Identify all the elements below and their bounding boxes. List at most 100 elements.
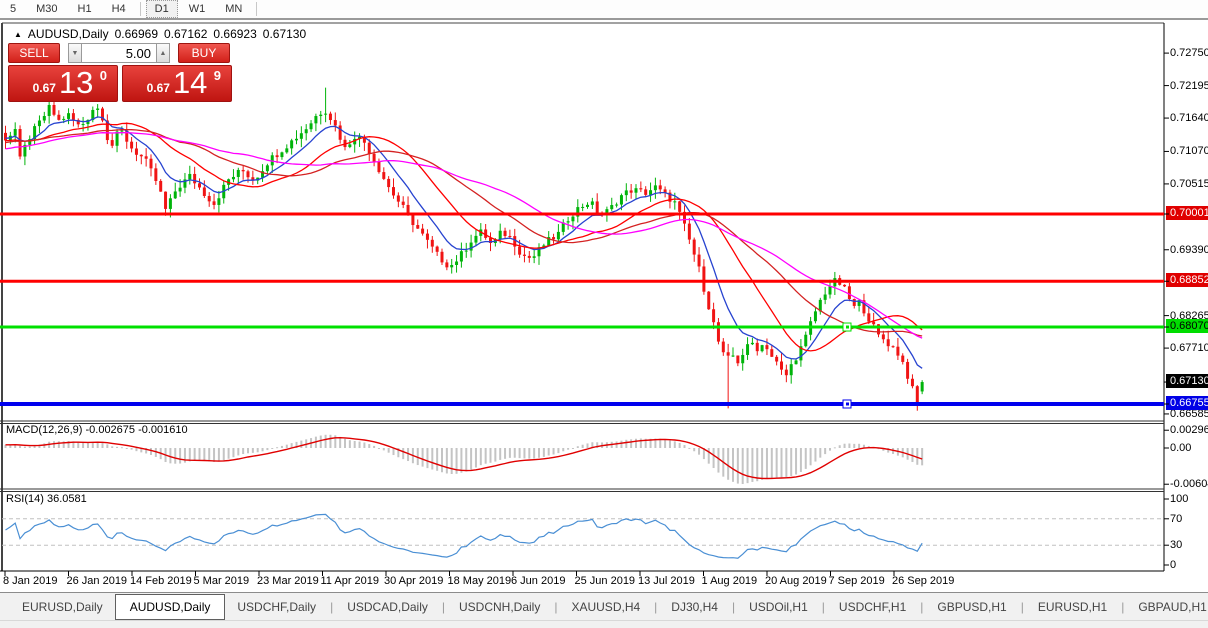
tab-usdchf-h1[interactable]: USDCHF,H1 <box>838 599 907 614</box>
ma-line-0[interactable] <box>5 116 923 369</box>
sell-price-box[interactable]: 0.67 13 0 <box>8 65 118 102</box>
date-tick-label: 6 Jun 2019 <box>511 575 566 587</box>
tab-separator: | <box>1020 599 1024 614</box>
price-tick-label: 0.71640 <box>1170 112 1208 125</box>
date-tick-label: 20 Aug 2019 <box>765 575 827 587</box>
ma-line-1[interactable] <box>5 122 923 352</box>
price-badge: 0.68070 <box>1166 319 1208 334</box>
date-tick-label: 23 Mar 2019 <box>257 575 319 587</box>
macd-label: MACD(12,26,9) -0.002675 -0.001610 <box>6 424 188 436</box>
rsi-axis-label: 0 <box>1170 559 1177 571</box>
date-tick-label: 25 Jun 2019 <box>574 575 636 587</box>
buy-price-base: 0.67 <box>146 81 170 95</box>
price-tick-label: 0.71070 <box>1170 145 1208 158</box>
timeframe-w1[interactable]: W1 <box>188 3 206 15</box>
tab-usdoil-h1[interactable]: USDOil,H1 <box>749 599 808 614</box>
tab-separator: | <box>731 599 736 614</box>
rsi-axis-label: 30 <box>1170 539 1183 552</box>
price-badge: 0.68852 <box>1166 273 1208 288</box>
tab-eurusd-h1[interactable]: EURUSD,H1 <box>1037 599 1108 614</box>
date-tick-label: 30 Apr 2019 <box>384 575 444 587</box>
tab-usdcad-daily[interactable]: USDCAD,Daily <box>347 599 428 614</box>
timeframe-m30[interactable]: M30 <box>36 3 58 15</box>
macd-axis-label: 0.002968 <box>1170 424 1208 437</box>
toolbar-separator <box>139 2 141 16</box>
sell-price-big: 13 <box>58 65 94 100</box>
tab-separator: | <box>821 599 825 614</box>
date-tick-label: 1 Aug 2019 <box>701 575 758 587</box>
price-tick-label: 0.68265 <box>1170 309 1208 322</box>
ohlc-high: 0.67162 <box>164 27 208 41</box>
tab-audusd-daily[interactable]: AUDUSD,Daily <box>114 593 226 620</box>
sell-price-pip: 0 <box>99 68 107 83</box>
timeframe-h4[interactable]: H4 <box>111 3 126 15</box>
one-click-trading-panel: SELL ▼ ▲ BUY 0.67 13 0 0.67 14 9 <box>8 43 232 102</box>
tab-eurusd-daily[interactable]: EURUSD,Daily <box>22 599 103 614</box>
tab-separator: | <box>920 599 924 614</box>
date-tick-label: 14 Feb 2019 <box>130 575 192 587</box>
chart-header: ▲ AUDUSD,Daily 0.66969 0.67162 0.66923 0… <box>14 27 306 41</box>
rsi-axis-label: 100 <box>1170 493 1189 505</box>
ohlc-low: 0.66923 <box>213 27 257 41</box>
tab-separator: | <box>654 599 658 614</box>
tab-usdchf-daily[interactable]: USDCHF,Daily <box>237 599 317 614</box>
price-tick-label: 0.69390 <box>1170 243 1208 256</box>
rsi-label: RSI(14) 36.0581 <box>6 493 87 505</box>
bottom-strip <box>0 620 1208 628</box>
timeframe-d1[interactable]: D1 <box>145 0 178 18</box>
macd-histogram <box>4 434 924 484</box>
tab-usdcnh-daily[interactable]: USDCNH,Daily <box>459 599 541 614</box>
price-tick-label: 0.70515 <box>1170 177 1208 190</box>
date-tick-label: 11 Apr 2019 <box>320 575 380 587</box>
price-tick-label: 0.67710 <box>1170 342 1208 355</box>
sell-button[interactable]: SELL <box>8 43 60 63</box>
timeframe-5[interactable]: 5 <box>10 3 17 15</box>
date-tick-label: 8 Jan 2019 <box>3 575 58 587</box>
timeframe-h1[interactable]: H1 <box>77 3 92 15</box>
tab-gbpaud-h1[interactable]: GBPAUD,H1 <box>1138 599 1207 614</box>
buy-price-pip: 9 <box>213 68 221 83</box>
tab-dj30-h4[interactable]: DJ30,H4 <box>671 599 718 614</box>
price-badge: 0.70001 <box>1166 206 1208 220</box>
volume-decrease-button[interactable]: ▼ <box>68 43 82 63</box>
tab-gbpusd-h1[interactable]: GBPUSD,H1 <box>937 599 1007 614</box>
volume-input[interactable] <box>82 43 156 63</box>
volume-increase-button[interactable]: ▲ <box>156 43 170 63</box>
date-tick-label: 26 Sep 2019 <box>892 575 955 587</box>
ma-line-3[interactable] <box>5 132 923 339</box>
price-tick-label: 0.72195 <box>1170 79 1208 92</box>
macd-signal-line <box>5 436 923 480</box>
price-tick-label: 0.72750 <box>1170 47 1208 60</box>
ma-line-2[interactable] <box>5 128 923 337</box>
buy-price-box[interactable]: 0.67 14 9 <box>122 65 232 102</box>
chart-tab-bar: EURUSD,Daily AUDUSD,Daily USDCHF,Daily | USD… <box>0 592 1208 620</box>
rsi-axis-label: 70 <box>1170 512 1183 525</box>
timeframe-mn[interactable]: MN <box>225 3 243 15</box>
chart-title: AUDUSD,Daily <box>27 27 109 41</box>
toolbar-separator <box>256 2 258 16</box>
date-tick-label: 18 May 2019 <box>447 575 512 587</box>
buy-price-big: 14 <box>172 65 208 100</box>
macd-axis-label: -0.006047 <box>1170 478 1208 491</box>
tab-xauusd-h4[interactable]: XAUUSD,H4 <box>571 599 641 614</box>
date-tick-label: 7 Sep 2019 <box>828 575 885 587</box>
date-tick-label: 26 Jan 2019 <box>66 575 128 587</box>
tab-separator: | <box>1121 599 1125 614</box>
date-tick-label: 13 Jul 2019 <box>638 575 695 587</box>
price-tick-label: 0.66585 <box>1170 407 1208 420</box>
sell-price-base: 0.67 <box>32 81 56 95</box>
tab-separator: | <box>441 599 445 614</box>
ohlc-close: 0.67130 <box>262 27 307 41</box>
ohlc-open: 0.66969 <box>114 27 158 41</box>
tab-separator: | <box>554 599 558 614</box>
price-badge: 0.67130 <box>1166 374 1208 389</box>
timeframe-toolbar: 5 M30 H1 H4 D1 W1 MN <box>0 0 1208 20</box>
buy-button[interactable]: BUY <box>178 43 230 63</box>
collapse-icon[interactable]: ▲ <box>14 29 22 39</box>
tab-separator: | <box>330 599 334 614</box>
rsi-line <box>5 513 923 559</box>
price-badge: 0.66755 <box>1166 395 1208 410</box>
date-tick-label: 5 Mar 2019 <box>193 575 250 587</box>
